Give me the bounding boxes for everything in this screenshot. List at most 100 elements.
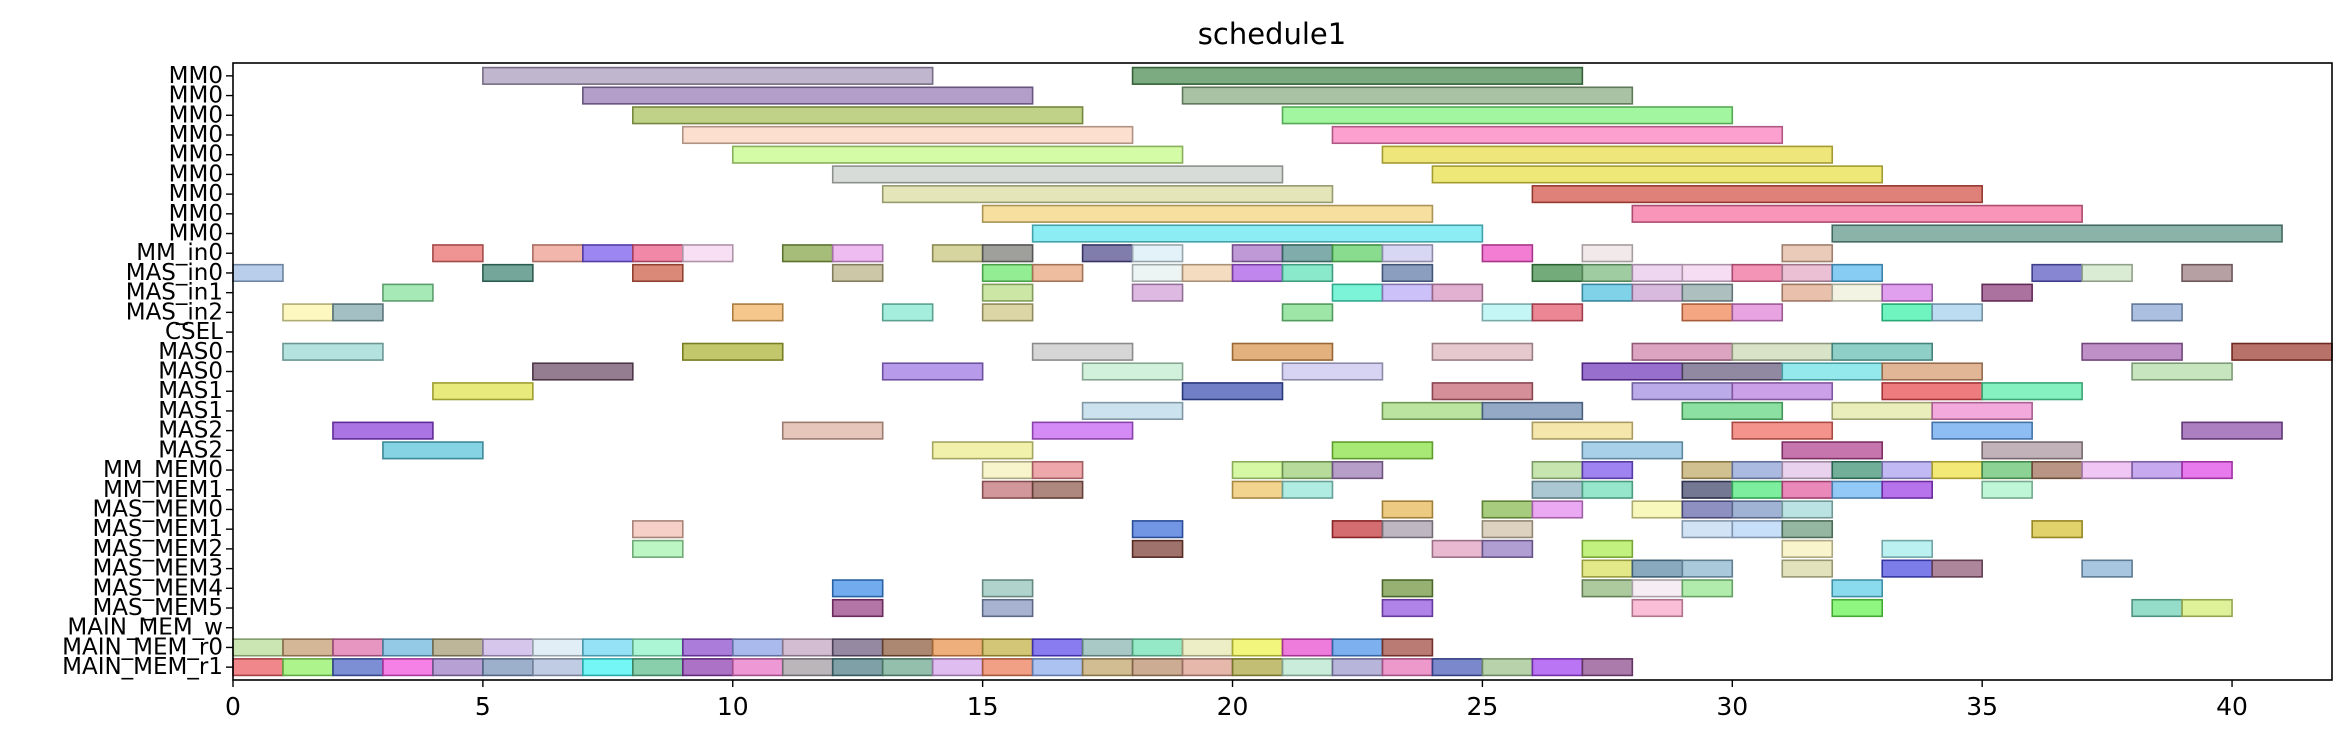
task-bar bbox=[781, 638, 834, 657]
task-bar bbox=[1781, 500, 1834, 519]
y-tick-label: MM_MEM0 bbox=[103, 457, 223, 483]
task-bar bbox=[2181, 460, 2233, 480]
task-bar bbox=[1781, 520, 1834, 539]
y-tick-label: MAS_in2 bbox=[126, 299, 223, 325]
task-bar bbox=[1031, 638, 1084, 657]
task-bar bbox=[382, 658, 434, 677]
task-bar bbox=[482, 638, 534, 657]
task-bar bbox=[1631, 263, 1684, 283]
task-bar bbox=[1281, 106, 1734, 125]
task-bar bbox=[1281, 263, 1334, 283]
chart-title: schedule1 bbox=[1198, 17, 1346, 51]
y-tick-label: MM_MEM1 bbox=[103, 477, 223, 503]
y-tick-label: MM0 bbox=[169, 181, 223, 207]
task-bar bbox=[1181, 263, 1234, 283]
task-bar bbox=[1831, 598, 1884, 618]
task-bar bbox=[981, 460, 1034, 480]
task-bar bbox=[1881, 283, 1933, 302]
task-bar bbox=[831, 658, 884, 677]
task-bar bbox=[1631, 579, 1684, 598]
y-tick-label: MAIN_MEM_w bbox=[67, 615, 223, 641]
task-bar bbox=[1881, 382, 1983, 401]
task-bar bbox=[681, 244, 734, 263]
task-bar bbox=[1131, 244, 1184, 263]
task-bar bbox=[1931, 401, 2033, 420]
task-bar bbox=[332, 638, 384, 657]
task-bar bbox=[1831, 480, 1884, 499]
y-tick-label: MM0 bbox=[169, 102, 223, 128]
task-bar bbox=[1081, 244, 1134, 263]
task-bar bbox=[1631, 598, 1684, 618]
task-bar bbox=[282, 342, 384, 361]
task-bar bbox=[1681, 283, 1734, 302]
task-bar bbox=[1531, 480, 1584, 499]
task-bar bbox=[731, 303, 784, 322]
task-bar bbox=[1031, 480, 1084, 499]
task-bar bbox=[1881, 559, 1933, 578]
task-bar bbox=[981, 244, 1034, 263]
task-bars bbox=[232, 66, 2333, 677]
task-bar bbox=[881, 658, 934, 677]
task-bar bbox=[1581, 579, 1634, 598]
task-bar bbox=[1581, 539, 1634, 558]
task-bar bbox=[632, 539, 684, 558]
task-bar bbox=[931, 638, 984, 657]
task-bar bbox=[1781, 460, 1834, 480]
task-bar bbox=[1381, 283, 1434, 302]
task-bar bbox=[532, 244, 584, 263]
task-bar bbox=[1481, 520, 1534, 539]
task-bar bbox=[1081, 401, 1184, 420]
task-bar bbox=[831, 579, 884, 598]
task-bar bbox=[1131, 658, 1184, 677]
task-bar bbox=[582, 244, 634, 263]
task-bar bbox=[831, 598, 884, 618]
task-bar bbox=[1981, 382, 2083, 401]
task-bar bbox=[1031, 460, 1084, 480]
task-bar bbox=[831, 165, 1284, 184]
task-bar bbox=[1131, 263, 1184, 283]
task-bar bbox=[1731, 263, 1784, 283]
task-bar bbox=[1531, 460, 1584, 480]
task-bar bbox=[1231, 460, 1284, 480]
task-bar bbox=[1581, 658, 1634, 677]
task-bar bbox=[1231, 342, 1334, 361]
task-bar bbox=[1681, 362, 1784, 381]
task-bar bbox=[1731, 382, 1834, 401]
y-tick-label: MM0 bbox=[169, 122, 223, 148]
task-bar bbox=[681, 658, 734, 677]
task-bar bbox=[1281, 460, 1334, 480]
task-bar bbox=[1381, 579, 1434, 598]
task-bar bbox=[1631, 559, 1684, 578]
task-bar bbox=[1681, 401, 1784, 420]
task-bar bbox=[582, 658, 634, 677]
task-bar bbox=[1481, 303, 1534, 322]
x-axis: 0 5 10 15 20 25 30 35 40 bbox=[225, 680, 2248, 721]
task-bar bbox=[1331, 460, 1384, 480]
task-bar bbox=[1281, 658, 1334, 677]
task-bar bbox=[1531, 500, 1584, 519]
task-bar bbox=[1231, 244, 1284, 263]
task-bar bbox=[432, 658, 484, 677]
task-bar bbox=[1581, 362, 1684, 381]
task-bar bbox=[781, 244, 834, 263]
task-bar bbox=[1031, 658, 1084, 677]
task-bar bbox=[1281, 480, 1334, 499]
task-bar bbox=[1131, 638, 1184, 657]
task-bar bbox=[1881, 480, 1933, 499]
task-bar bbox=[1631, 382, 1734, 401]
y-tick-label: MM_in0 bbox=[136, 240, 223, 266]
task-bar bbox=[1231, 638, 1284, 657]
task-bar bbox=[1881, 362, 1983, 381]
task-bar bbox=[1831, 579, 1884, 598]
task-bar bbox=[1081, 362, 1184, 381]
task-bar bbox=[532, 658, 584, 677]
task-bar bbox=[981, 204, 1434, 223]
task-bar bbox=[1431, 165, 1884, 184]
task-bar bbox=[282, 303, 334, 322]
task-bar bbox=[731, 658, 784, 677]
task-bar bbox=[831, 263, 884, 283]
task-bar bbox=[1381, 500, 1434, 519]
task-bar bbox=[1981, 460, 2033, 480]
task-bar bbox=[1681, 303, 1734, 322]
x-tick-label: 10 bbox=[717, 692, 749, 721]
